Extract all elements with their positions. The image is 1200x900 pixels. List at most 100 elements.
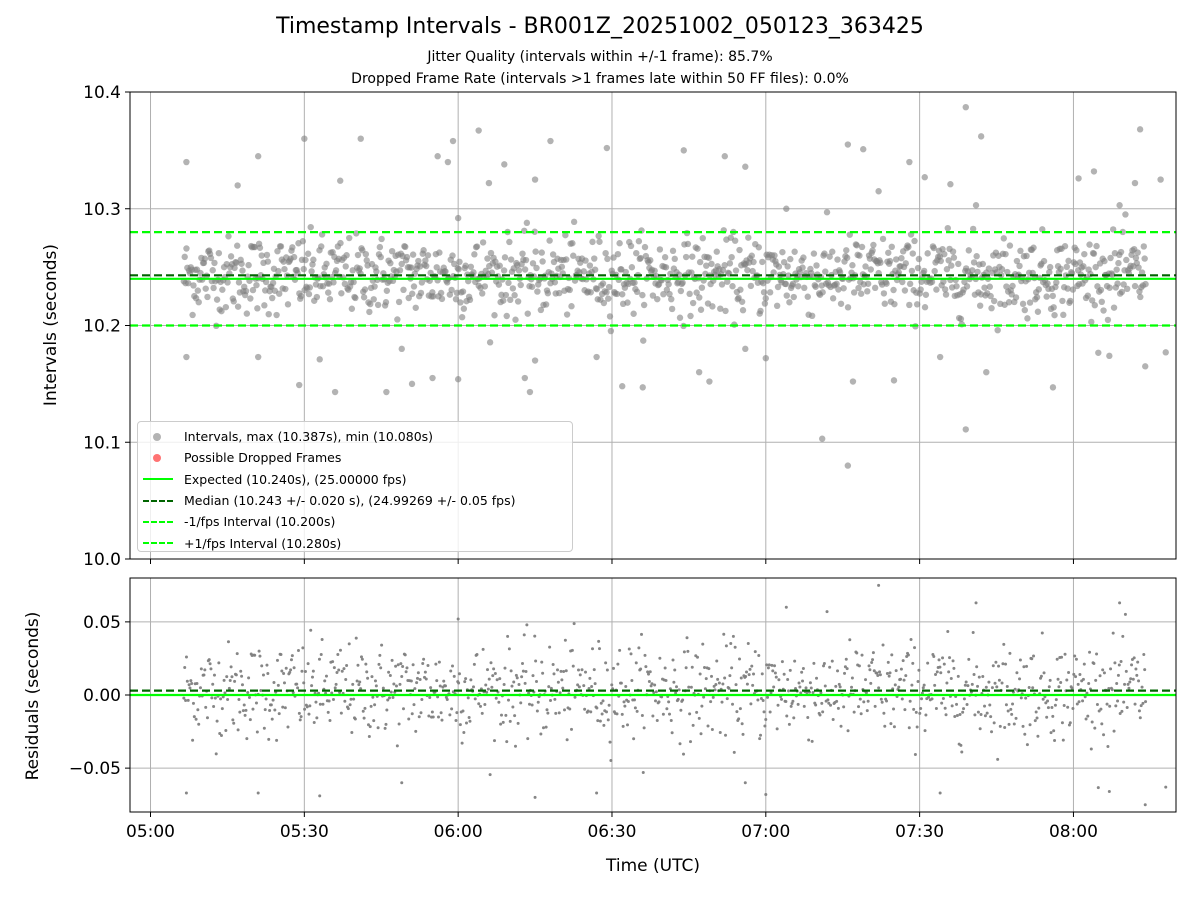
interval-point xyxy=(693,289,700,296)
residual-point xyxy=(784,605,788,609)
interval-point xyxy=(619,383,626,390)
residual-point xyxy=(387,670,391,674)
residual-point xyxy=(363,706,367,710)
residual-point xyxy=(990,686,994,690)
chart-subtitle-dropped: Dropped Frame Rate (intervals >1 frames … xyxy=(351,71,849,87)
residual-point xyxy=(678,742,682,746)
residual-point xyxy=(1111,631,1115,635)
residual-point xyxy=(367,734,371,738)
interval-point xyxy=(1116,202,1123,209)
interval-point xyxy=(209,267,216,274)
residual-point xyxy=(1100,722,1104,726)
interval-point xyxy=(238,260,245,267)
residual-point xyxy=(920,697,924,701)
residual-point xyxy=(800,670,804,674)
residual-point xyxy=(551,663,555,667)
residual-point xyxy=(1032,654,1036,658)
interval-point xyxy=(284,301,292,308)
residual-point xyxy=(426,664,430,668)
residual-point xyxy=(509,669,513,673)
interval-point xyxy=(1033,294,1041,301)
interval-point xyxy=(1106,284,1113,291)
residual-point xyxy=(606,718,610,722)
interval-point xyxy=(871,284,879,292)
residual-point xyxy=(814,703,818,707)
residual-point xyxy=(820,701,824,705)
interval-point xyxy=(529,260,537,267)
residual-point xyxy=(508,719,512,723)
interval-point xyxy=(481,283,489,290)
legend: Intervals, max (10.387s), min (10.080s) … xyxy=(137,421,573,552)
residual-point xyxy=(580,668,584,672)
residual-point xyxy=(880,700,884,704)
residual-point xyxy=(1082,662,1086,666)
residual-point xyxy=(265,663,269,667)
residual-point xyxy=(922,683,926,687)
residual-point xyxy=(526,737,530,741)
residual-point xyxy=(729,642,733,646)
residual-point xyxy=(997,678,1001,682)
residual-point xyxy=(701,642,705,646)
interval-point xyxy=(1131,179,1139,187)
residual-point xyxy=(750,664,754,668)
interval-point xyxy=(302,256,309,264)
interval-point xyxy=(812,283,819,290)
residual-point xyxy=(586,709,590,713)
interval-point xyxy=(890,286,897,294)
residual-point xyxy=(616,662,620,666)
residual-point xyxy=(414,729,418,733)
interval-point xyxy=(987,292,994,300)
legend-item-intervals: Intervals, max (10.387s), min (10.080s) xyxy=(138,426,572,447)
interval-point xyxy=(1132,254,1140,262)
residual-point xyxy=(886,660,890,664)
residual-point xyxy=(646,670,650,674)
residual-point xyxy=(331,660,335,664)
interval-point xyxy=(808,312,816,320)
interval-point xyxy=(1049,384,1057,391)
residual-point xyxy=(512,680,516,684)
bottom-xtick-label-6: 08:00 xyxy=(1049,822,1098,842)
residual-point xyxy=(1132,656,1136,660)
residual-point xyxy=(590,684,594,688)
residual-point xyxy=(242,703,246,707)
interval-point xyxy=(310,256,317,263)
interval-point xyxy=(941,286,949,293)
interval-point xyxy=(361,286,369,293)
residual-point xyxy=(335,670,339,674)
interval-point xyxy=(921,174,928,181)
residual-point xyxy=(1095,652,1099,656)
residual-point xyxy=(196,708,200,712)
residual-point xyxy=(318,794,322,798)
interval-point xyxy=(1009,282,1016,290)
interval-point xyxy=(729,283,736,290)
residual-point xyxy=(295,682,299,686)
interval-point xyxy=(423,262,430,270)
interval-point xyxy=(914,264,922,272)
residual-point xyxy=(1034,710,1038,714)
residual-point xyxy=(665,707,669,711)
interval-point xyxy=(724,278,731,285)
residual-point xyxy=(503,666,507,670)
residual-point xyxy=(270,717,274,721)
residual-point xyxy=(1133,702,1137,706)
residual-point xyxy=(541,726,545,730)
residual-point xyxy=(630,679,634,683)
interval-point xyxy=(1122,211,1129,218)
interval-point xyxy=(304,250,312,257)
residual-point xyxy=(452,674,456,678)
interval-point xyxy=(475,127,482,134)
residual-point xyxy=(208,662,212,666)
residual-point xyxy=(1122,700,1126,704)
interval-point xyxy=(456,258,463,266)
interval-point xyxy=(1084,292,1092,299)
residual-point xyxy=(624,685,628,689)
residual-point xyxy=(521,669,525,673)
residual-point xyxy=(1056,677,1060,681)
interval-point xyxy=(906,158,913,166)
residual-point xyxy=(1089,747,1093,751)
residual-point xyxy=(419,711,423,715)
residual-point xyxy=(184,655,188,659)
interval-point xyxy=(1035,286,1042,293)
interval-point xyxy=(829,295,837,302)
